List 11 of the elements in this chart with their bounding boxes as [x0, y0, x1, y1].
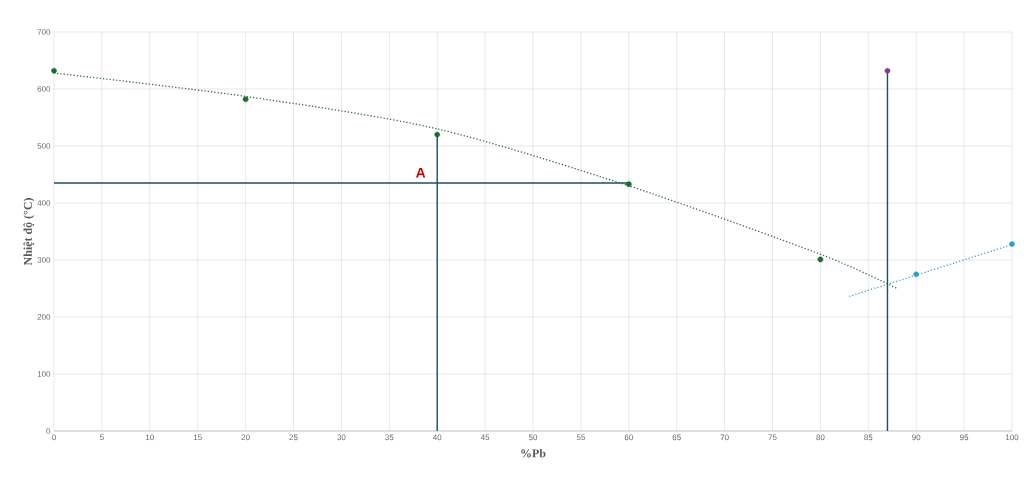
- y-axis-title: Nhiệt độ (°C): [23, 198, 35, 266]
- x-axis-title: %Pb: [521, 448, 546, 458]
- point: [817, 256, 824, 263]
- point: [626, 181, 632, 187]
- annotation: A: [415, 167, 426, 178]
- point: [242, 96, 249, 103]
- point: [1009, 241, 1015, 247]
- point: [434, 131, 441, 138]
- point: [51, 67, 57, 74]
- point: [913, 271, 920, 278]
- point: [884, 67, 891, 74]
